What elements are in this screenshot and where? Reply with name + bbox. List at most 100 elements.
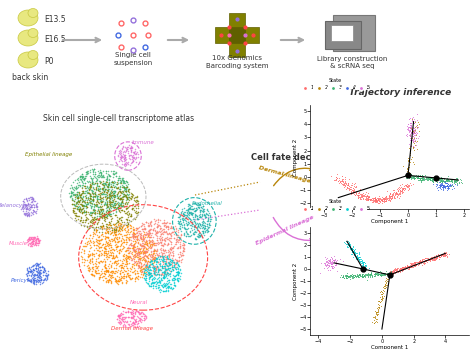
- Point: [139, 246, 146, 252]
- Point: [355, 273, 362, 279]
- Point: [188, 210, 195, 216]
- Point: [157, 256, 165, 262]
- Point: [100, 201, 108, 207]
- Point: [160, 257, 167, 262]
- Point: [113, 202, 120, 207]
- Point: [27, 266, 34, 272]
- Point: [117, 157, 125, 163]
- Point: [160, 272, 167, 277]
- Point: [364, 271, 371, 276]
- Point: [97, 199, 105, 205]
- Point: [135, 252, 142, 258]
- Point: [123, 260, 130, 266]
- Point: [158, 235, 166, 240]
- Point: [147, 242, 155, 247]
- Point: [84, 238, 92, 243]
- Point: [155, 267, 163, 272]
- Point: [160, 254, 167, 260]
- Point: [131, 254, 139, 260]
- Point: [104, 228, 111, 234]
- Point: [328, 260, 336, 266]
- Point: [404, 263, 412, 269]
- Point: [105, 272, 112, 277]
- Point: [176, 276, 184, 282]
- Point: [83, 190, 91, 196]
- Point: [157, 272, 164, 277]
- Point: [395, 184, 403, 190]
- Point: [369, 199, 376, 205]
- Point: [170, 259, 177, 265]
- Point: [24, 241, 31, 246]
- Point: [141, 256, 148, 262]
- Point: [91, 253, 98, 259]
- Point: [346, 185, 354, 190]
- Point: [135, 311, 143, 317]
- Point: [437, 186, 444, 191]
- Point: [421, 258, 429, 263]
- Point: [385, 196, 392, 201]
- Point: [375, 299, 383, 304]
- Point: [406, 183, 413, 189]
- Point: [72, 213, 79, 218]
- Point: [103, 268, 110, 274]
- Point: [390, 190, 397, 195]
- Point: [78, 173, 85, 179]
- Point: [146, 220, 154, 225]
- Point: [430, 176, 438, 182]
- Point: [358, 272, 366, 277]
- Point: [150, 257, 158, 263]
- Point: [333, 175, 340, 180]
- Point: [124, 226, 131, 232]
- Point: [118, 314, 126, 320]
- Point: [95, 245, 103, 251]
- Point: [86, 211, 93, 217]
- Point: [199, 230, 206, 236]
- Point: [92, 199, 100, 204]
- Point: [94, 207, 102, 212]
- Point: [374, 309, 382, 314]
- Point: [132, 233, 140, 238]
- Point: [92, 263, 100, 269]
- Point: [76, 194, 84, 200]
- Point: [428, 258, 436, 263]
- Point: [140, 232, 147, 237]
- Point: [402, 173, 410, 179]
- Point: [150, 279, 158, 285]
- Point: [123, 195, 130, 200]
- Point: [28, 195, 36, 200]
- Point: [127, 193, 135, 199]
- Point: [374, 196, 382, 202]
- Point: [146, 242, 154, 247]
- Point: [331, 178, 339, 183]
- Point: [92, 251, 100, 256]
- Point: [445, 177, 452, 183]
- Point: [403, 264, 411, 270]
- Point: [104, 186, 111, 192]
- Point: [129, 253, 137, 259]
- Point: [108, 244, 115, 249]
- Point: [432, 178, 440, 183]
- Point: [132, 227, 139, 233]
- Point: [161, 235, 169, 240]
- Point: [132, 236, 139, 242]
- Point: [94, 248, 101, 253]
- Point: [86, 181, 94, 186]
- Point: [167, 268, 175, 274]
- Point: [94, 224, 102, 229]
- Point: [152, 250, 159, 255]
- Point: [349, 271, 356, 277]
- Point: [338, 173, 346, 178]
- Point: [349, 190, 357, 196]
- Point: [122, 275, 129, 280]
- Point: [434, 177, 441, 183]
- Point: [32, 265, 40, 270]
- Point: [398, 266, 406, 272]
- Point: [153, 221, 161, 226]
- Point: [382, 284, 390, 289]
- Point: [199, 208, 207, 214]
- Point: [40, 267, 48, 273]
- Point: [162, 259, 169, 265]
- Point: [343, 270, 351, 276]
- Point: [327, 259, 335, 265]
- Point: [99, 192, 106, 197]
